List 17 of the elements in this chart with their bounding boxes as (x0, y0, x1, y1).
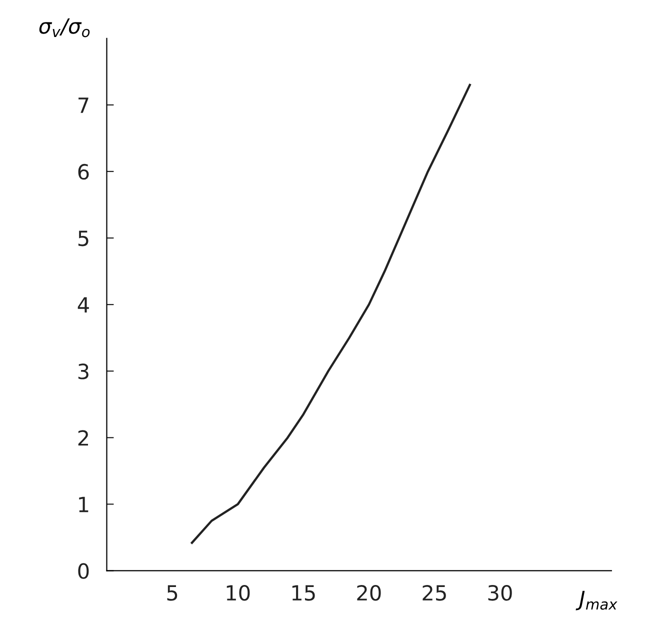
y-axis-title: σ$_{v}$/σ$_{o}$ (39, 18, 90, 38)
x-tick-label: 10 (226, 584, 250, 601)
x-tick-label: 5 (167, 585, 178, 601)
y-tick-label: 0 (78, 563, 89, 579)
x-tick-label: 15 (292, 585, 315, 601)
y-tick-label: 3 (78, 364, 88, 380)
y-tick-label: 6 (78, 164, 89, 180)
x-axis-title: J$_{max}$ (576, 590, 618, 610)
y-tick-label: 5 (78, 230, 88, 246)
y-tick-label: 4 (78, 297, 89, 312)
x-tick-label: 30 (488, 584, 512, 601)
y-tick-label: 1 (79, 496, 88, 512)
y-tick-label: 7 (78, 98, 88, 113)
y-tick-label: 2 (78, 430, 88, 446)
x-tick-label: 25 (422, 584, 446, 601)
x-tick-label: 20 (357, 584, 381, 601)
line-series (190, 84, 471, 544)
